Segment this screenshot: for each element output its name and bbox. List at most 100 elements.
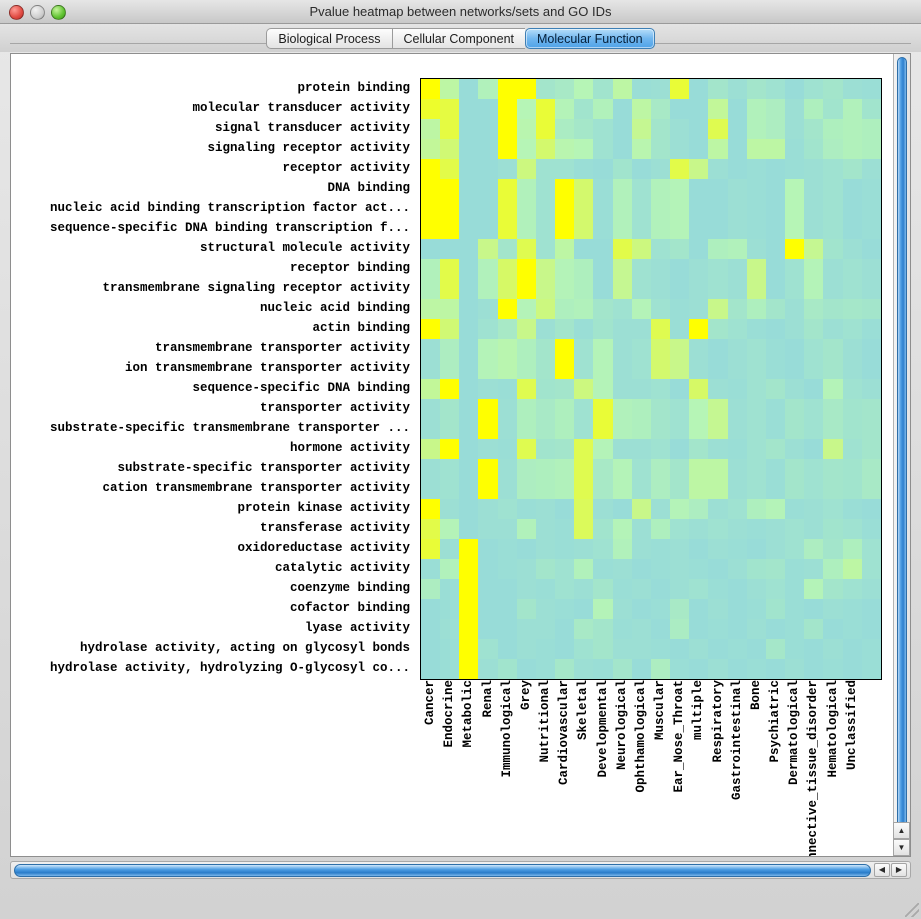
heatmap-cell[interactable] <box>765 499 786 519</box>
heatmap-cell[interactable] <box>823 659 843 679</box>
heatmap-cell[interactable] <box>842 299 862 319</box>
heatmap-cell[interactable] <box>727 499 747 519</box>
heatmap-cell[interactable] <box>765 619 786 639</box>
tab-biological-process[interactable]: Biological Process <box>266 27 392 49</box>
heatmap-cell[interactable] <box>574 579 594 599</box>
heatmap-cell[interactable] <box>478 559 498 579</box>
heatmap-cell[interactable] <box>727 219 747 239</box>
heatmap-cell[interactable] <box>727 599 747 619</box>
heatmap-cell[interactable] <box>535 439 556 459</box>
heatmap-cell[interactable] <box>765 539 786 559</box>
heatmap-cell[interactable] <box>593 619 613 639</box>
heatmap-cell[interactable] <box>612 539 632 559</box>
heatmap-cell[interactable] <box>497 419 517 439</box>
heatmap-cell[interactable] <box>785 319 805 339</box>
heatmap-cell[interactable] <box>497 559 517 579</box>
heatmap-cell[interactable] <box>516 399 536 419</box>
heatmap-cell[interactable] <box>555 539 575 559</box>
heatmap-cell[interactable] <box>670 599 690 619</box>
heatmap-cell[interactable] <box>459 319 479 339</box>
horizontal-scrollbar[interactable]: ◀ ▶ <box>10 861 911 879</box>
heatmap-cell[interactable] <box>708 659 728 679</box>
heatmap-cell[interactable] <box>478 539 498 559</box>
heatmap-cell[interactable] <box>574 119 594 139</box>
heatmap-cell[interactable] <box>823 119 843 139</box>
heatmap-cell[interactable] <box>823 319 843 339</box>
heatmap-cell[interactable] <box>478 299 498 319</box>
heatmap-cell[interactable] <box>727 519 747 539</box>
heatmap-cell[interactable] <box>804 399 824 419</box>
heatmap-cell[interactable] <box>746 599 766 619</box>
heatmap-cell[interactable] <box>497 239 517 259</box>
heatmap-cell[interactable] <box>727 159 747 179</box>
heatmap-cell[interactable] <box>746 219 766 239</box>
heatmap-cell[interactable] <box>650 599 671 619</box>
heatmap-cell[interactable] <box>650 239 671 259</box>
heatmap-cell[interactable] <box>765 319 786 339</box>
heatmap-cell[interactable] <box>421 659 441 679</box>
heatmap-cell[interactable] <box>421 499 441 519</box>
heatmap-cell[interactable] <box>421 219 441 239</box>
heatmap-cell[interactable] <box>631 419 651 439</box>
heatmap-cell[interactable] <box>516 179 536 199</box>
heatmap-cell[interactable] <box>861 159 881 179</box>
tab-molecular-function[interactable]: Molecular Function <box>525 27 655 49</box>
heatmap-cell[interactable] <box>574 279 594 299</box>
heatmap-cell[interactable] <box>727 639 747 659</box>
heatmap-cell[interactable] <box>497 299 517 319</box>
heatmap-cell[interactable] <box>516 199 536 219</box>
scroll-up-icon[interactable]: ▲ <box>893 822 910 839</box>
heatmap-cell[interactable] <box>785 559 805 579</box>
heatmap-cell[interactable] <box>689 239 709 259</box>
heatmap-cell[interactable] <box>574 419 594 439</box>
heatmap-cell[interactable] <box>823 259 843 279</box>
heatmap-cell[interactable] <box>765 399 786 419</box>
heatmap-cell[interactable] <box>708 99 728 119</box>
heatmap-cell[interactable] <box>574 379 594 399</box>
heatmap-cell[interactable] <box>670 119 690 139</box>
heatmap-cell[interactable] <box>440 359 460 379</box>
heatmap-cell[interactable] <box>670 579 690 599</box>
heatmap-cell[interactable] <box>650 279 671 299</box>
heatmap-cell[interactable] <box>842 659 862 679</box>
heatmap-cell[interactable] <box>746 159 766 179</box>
heatmap-cell[interactable] <box>727 659 747 679</box>
scroll-right-icon[interactable]: ▶ <box>891 863 907 877</box>
heatmap-cell[interactable] <box>459 339 479 359</box>
heatmap-cell[interactable] <box>670 319 690 339</box>
heatmap-cell[interactable] <box>785 219 805 239</box>
heatmap-cell[interactable] <box>670 379 690 399</box>
heatmap-cell[interactable] <box>555 219 575 239</box>
heatmap-cell[interactable] <box>785 479 805 499</box>
heatmap-cell[interactable] <box>497 319 517 339</box>
heatmap-cell[interactable] <box>555 599 575 619</box>
heatmap-cell[interactable] <box>535 239 556 259</box>
heatmap-cell[interactable] <box>631 339 651 359</box>
heatmap-cell[interactable] <box>804 639 824 659</box>
heatmap-cell[interactable] <box>823 599 843 619</box>
heatmap-cell[interactable] <box>727 339 747 359</box>
heatmap-cell[interactable] <box>804 459 824 479</box>
heatmap-cell[interactable] <box>861 519 881 539</box>
heatmap-cell[interactable] <box>612 499 632 519</box>
heatmap-cell[interactable] <box>478 639 498 659</box>
heatmap-cell[interactable] <box>804 239 824 259</box>
heatmap-cell[interactable] <box>861 639 881 659</box>
heatmap-cell[interactable] <box>516 539 536 559</box>
heatmap-cell[interactable] <box>516 139 536 159</box>
heatmap-cell[interactable] <box>535 359 556 379</box>
heatmap-cell[interactable] <box>421 479 441 499</box>
heatmap-cell[interactable] <box>555 519 575 539</box>
heatmap-cell[interactable] <box>555 479 575 499</box>
heatmap-cell[interactable] <box>861 659 881 679</box>
heatmap-cell[interactable] <box>440 379 460 399</box>
heatmap-cell[interactable] <box>535 479 556 499</box>
heatmap-cell[interactable] <box>785 539 805 559</box>
heatmap-cell[interactable] <box>746 179 766 199</box>
heatmap-cell[interactable] <box>459 559 479 579</box>
heatmap-cell[interactable] <box>593 659 613 679</box>
heatmap-cell[interactable] <box>440 439 460 459</box>
heatmap-cell[interactable] <box>593 539 613 559</box>
heatmap-cell[interactable] <box>478 279 498 299</box>
heatmap-cell[interactable] <box>459 479 479 499</box>
